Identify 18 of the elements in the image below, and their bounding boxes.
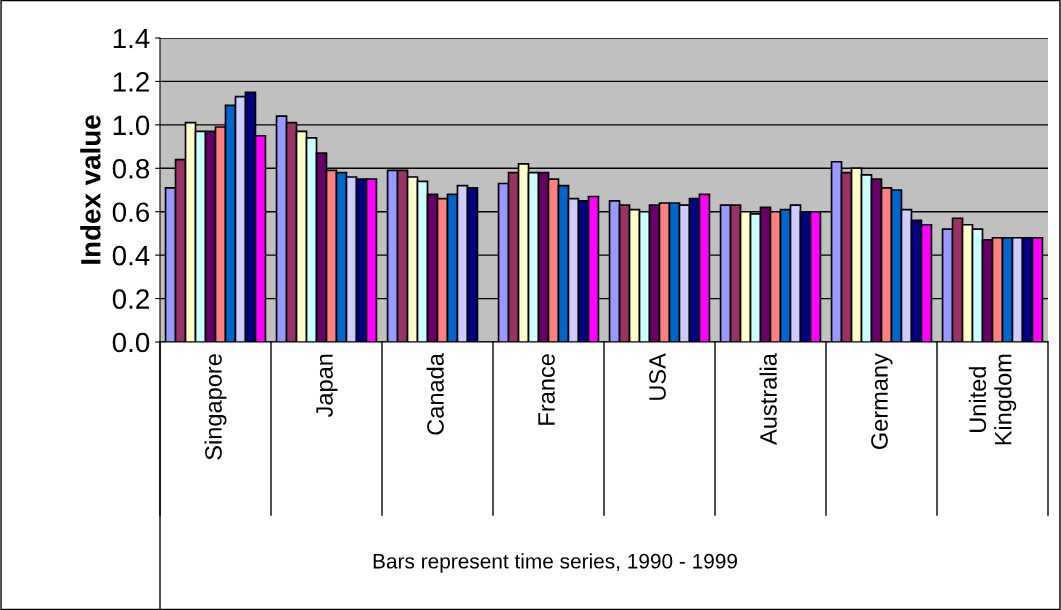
y-axis-title: Index value xyxy=(80,115,101,264)
x-tick-label: USA xyxy=(649,353,666,400)
x-tick-label: Canada xyxy=(426,353,444,435)
x-tick-label: Australia xyxy=(759,353,777,445)
y-tick-label: 0.6 xyxy=(112,202,150,223)
y-tick-label: 1.4 xyxy=(113,28,150,49)
y-tick-label: 1.2 xyxy=(113,72,149,92)
y-tick-label: 0.2 xyxy=(112,289,149,309)
y-tick-label: 0.8 xyxy=(112,158,150,179)
x-tick-label: United Kingdom xyxy=(968,354,1017,445)
x-tick-label: France xyxy=(538,354,555,425)
y-tick-label: 0.0 xyxy=(112,332,150,353)
x-tick-label: Germany xyxy=(871,353,893,450)
x-axis-title: Bars represent time series, 1990 - 1999 xyxy=(373,553,737,573)
x-tick-label: Japan xyxy=(316,354,338,418)
x-tick-label: Singapore xyxy=(204,354,227,460)
y-tick-label: 0.4 xyxy=(112,245,150,266)
y-tick-label: 1.0 xyxy=(113,115,150,136)
